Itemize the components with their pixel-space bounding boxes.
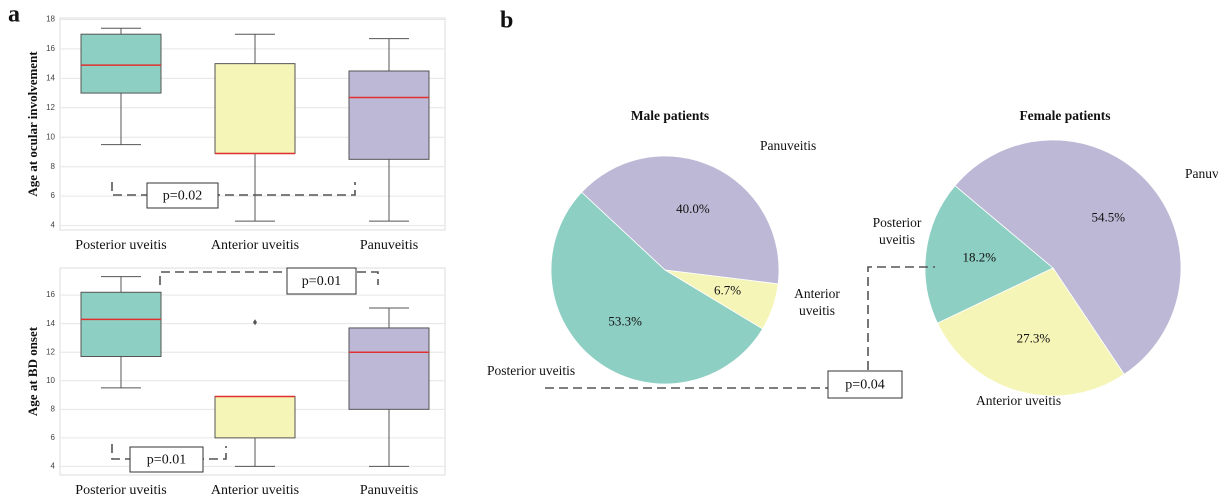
- y-tick-label: 10: [46, 132, 55, 141]
- slice-value-label: 53.3%: [608, 314, 642, 329]
- pie-slice: [581, 155, 780, 285]
- y-tick-label: 12: [46, 347, 55, 356]
- pie-slice: [924, 185, 1054, 324]
- annotation: p=0.01: [147, 453, 186, 468]
- pie-slice: [954, 139, 1182, 375]
- box: [214, 63, 296, 154]
- box: [348, 70, 430, 160]
- annotation-box: [827, 370, 903, 399]
- y-tick-label: 6: [51, 191, 56, 200]
- slice-value-label: 54.5%: [1091, 209, 1125, 224]
- annotation-box: [146, 182, 219, 209]
- y-tick-label: 8: [51, 162, 56, 171]
- slice-label: Anterior uveitis: [976, 393, 1061, 408]
- annotation-bracket: [867, 266, 935, 370]
- y-tick-label: 16: [46, 290, 55, 299]
- box: [348, 327, 430, 410]
- slice-label: Posterior uveitis: [873, 215, 922, 247]
- slice-label: Posterior uveitis: [487, 363, 575, 378]
- x-tick-label: Posterior uveitis: [75, 483, 166, 498]
- panel-label: a: [8, 2, 20, 28]
- y-tick-label: 4: [51, 221, 56, 230]
- pie-slice: [550, 191, 764, 385]
- annotation-bracket: [111, 182, 356, 196]
- slice-value-label: 18.2%: [963, 250, 997, 265]
- annotation: p=0.02: [163, 189, 202, 204]
- x-tick-label: Anterior uveitis: [211, 238, 299, 253]
- slice-label: Anterior uveitis: [794, 286, 840, 318]
- slice-value-label: 6.7%: [714, 283, 741, 298]
- box: [214, 395, 296, 439]
- panel-label: b: [500, 8, 513, 34]
- slice-label: Panuveitis: [760, 138, 816, 153]
- annotation: p=0.04: [845, 378, 884, 393]
- slice-value-label: 40.0%: [676, 201, 710, 216]
- slice-label: Panuveitis: [1185, 166, 1218, 181]
- y-tick-label: 8: [51, 404, 56, 413]
- y-tick-label: 10: [46, 376, 55, 385]
- box: [80, 33, 162, 94]
- y-tick-label: 18: [46, 15, 55, 24]
- y-tick-label: 16: [46, 44, 55, 53]
- y-tick-label: 6: [51, 433, 56, 442]
- x-tick-label: Panuveitis: [360, 238, 418, 253]
- pie-title: Male patients: [631, 108, 709, 123]
- outlier: [253, 319, 257, 326]
- y-axis-label: Age at ocular involvement: [25, 51, 40, 197]
- y-tick-label: 12: [46, 103, 55, 112]
- slice-value-label: 27.3%: [1017, 331, 1051, 346]
- pie-slice: [936, 267, 1125, 397]
- y-tick-label: 14: [46, 319, 55, 328]
- annotation: p=0.01: [302, 274, 341, 289]
- x-tick-label: Panuveitis: [360, 483, 418, 498]
- x-tick-label: Posterior uveitis: [75, 238, 166, 253]
- annotation-box: [286, 267, 357, 295]
- x-tick-label: Anterior uveitis: [211, 483, 299, 498]
- box: [80, 291, 162, 358]
- annotation-box: [129, 446, 204, 473]
- y-tick-label: 14: [46, 73, 55, 82]
- y-axis-label: Age at BD onset: [25, 326, 40, 416]
- pie-title: Female patients: [1019, 108, 1110, 123]
- annotation-bracket: [159, 271, 379, 285]
- y-tick-label: 4: [51, 462, 56, 471]
